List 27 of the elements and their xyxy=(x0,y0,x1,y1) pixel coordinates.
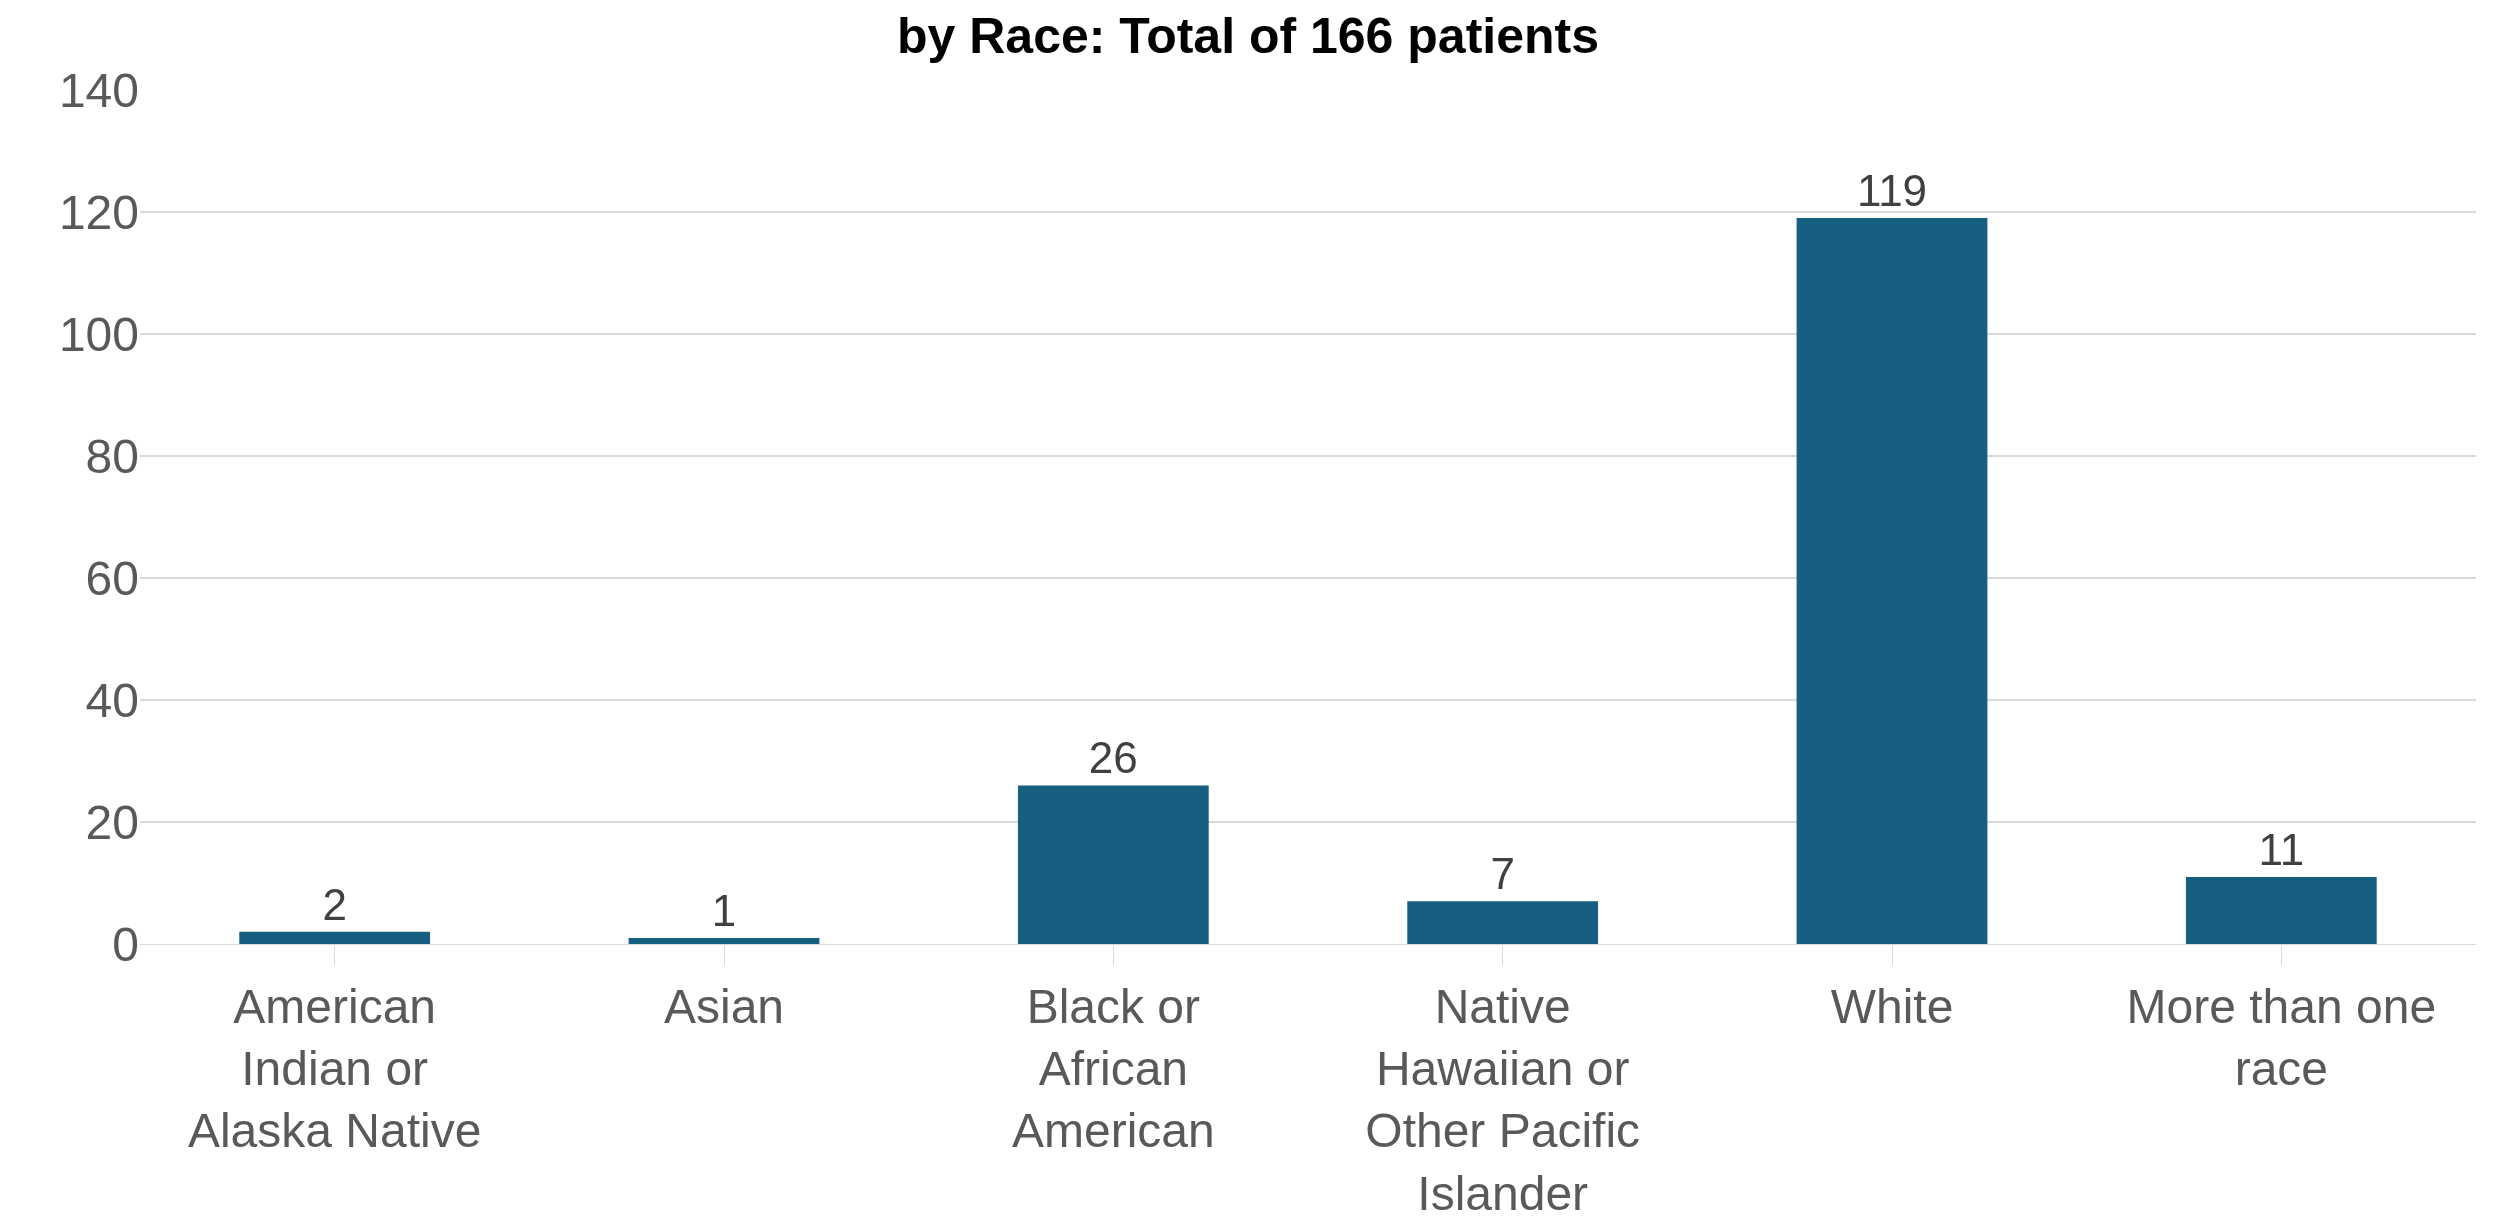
bar xyxy=(1407,901,1599,944)
data-label: 1 xyxy=(711,885,737,935)
x-tick-label: Black or African American xyxy=(1011,979,1215,1158)
x-tick-label: American Indian or Alaska Native xyxy=(187,979,482,1158)
bar xyxy=(239,931,431,944)
chart-title: by Race: Total of 166 patients xyxy=(896,8,1600,65)
x-tick-label: White xyxy=(1830,979,1954,1033)
y-tick-label: 100 xyxy=(58,307,139,361)
data-label: 26 xyxy=(1088,733,1138,783)
y-tick-label: 0 xyxy=(112,917,139,971)
x-tick-label: More than one race xyxy=(2126,979,2437,1095)
data-label: 119 xyxy=(1856,166,1928,216)
bar xyxy=(2185,876,2377,944)
bar xyxy=(1017,785,1209,944)
bar xyxy=(1796,218,1988,944)
x-tick-label: Native Hawaiian or Other Pacific Islander xyxy=(1365,979,1641,1220)
x-tick-label: Asian xyxy=(663,979,785,1033)
bar xyxy=(628,937,820,944)
y-tick-label: 60 xyxy=(85,551,139,605)
y-tick-label: 120 xyxy=(58,185,139,239)
y-tick-label: 80 xyxy=(85,429,139,483)
data-label: 11 xyxy=(2258,824,2305,874)
data-label: 7 xyxy=(1490,849,1515,899)
y-tick-label: 40 xyxy=(85,673,139,727)
y-tick-label: 20 xyxy=(85,795,139,849)
data-label: 2 xyxy=(322,879,347,929)
y-tick-label: 140 xyxy=(58,63,139,117)
